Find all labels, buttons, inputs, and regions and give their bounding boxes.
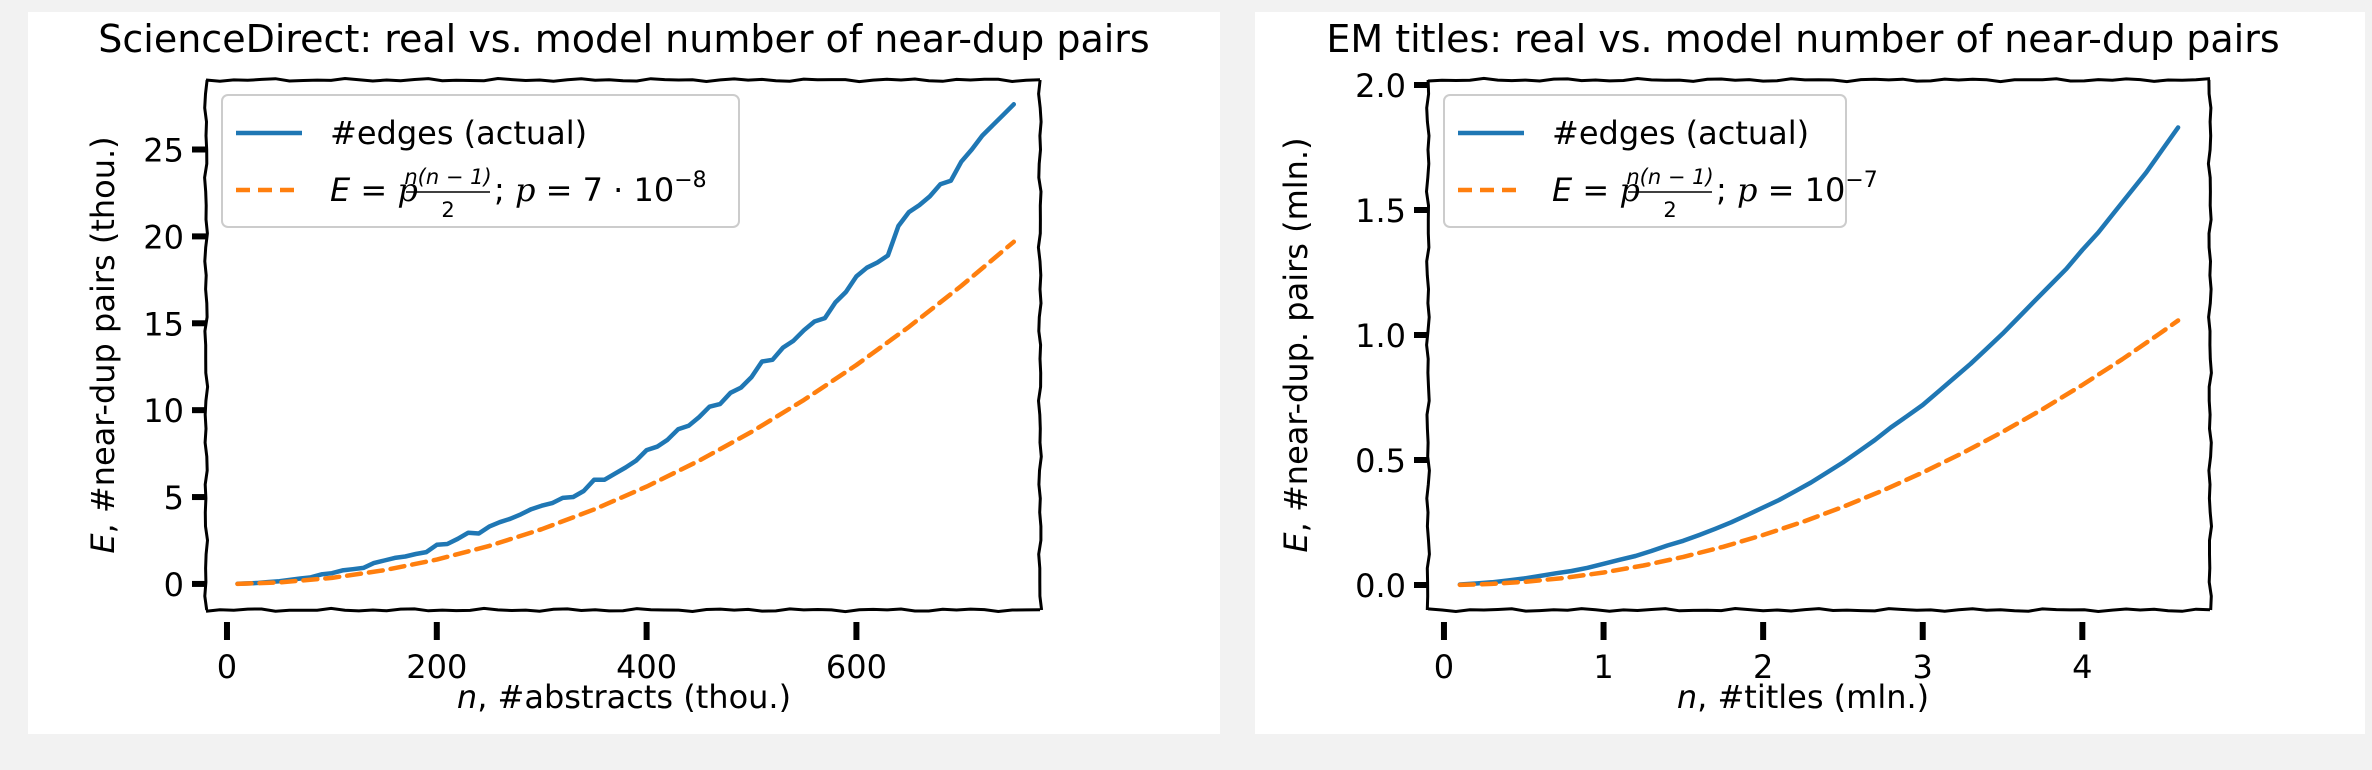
- x-tick-label: 1: [1593, 648, 1613, 686]
- series-line-actual: [235, 102, 1017, 587]
- legend-formula-value: = 7 · 10: [535, 171, 674, 209]
- y-tick-label: 10: [143, 392, 184, 430]
- x-axis-label: n, #titles (mln.): [1677, 678, 1929, 716]
- x-axis-label: n, #abstracts (thou.): [457, 678, 791, 716]
- x-tick-label: 0: [217, 648, 237, 686]
- legend-formula-exponent: −8: [674, 168, 706, 193]
- y-axis-label: E, #near-dup. pairs (mln.): [1277, 137, 1315, 552]
- x-tick-label: 400: [616, 648, 677, 686]
- legend-formula-exponent: −7: [1845, 168, 1877, 193]
- axis-frame-edge: [205, 76, 1041, 84]
- x-tick-label: 200: [406, 648, 467, 686]
- legend-formula-eq: =: [1572, 171, 1619, 209]
- y-tick-label: 15: [143, 305, 184, 343]
- legend-formula-lhs: E = p: [330, 171, 418, 209]
- chart-title: ScienceDirect: real vs. model number of …: [98, 17, 1149, 61]
- chart-panel-sciencedirect: ScienceDirect: real vs. model number of …: [28, 12, 1220, 734]
- legend-label-actual: #edges (actual): [330, 114, 587, 152]
- y-tick-label: 2.0: [1355, 67, 1406, 105]
- y-tick-label: 5: [164, 479, 184, 517]
- legend-box: [1443, 94, 1847, 228]
- legend-box: [221, 94, 740, 228]
- y-tick-label: 0.0: [1355, 567, 1406, 605]
- axis-frame-edge: [2206, 79, 2214, 611]
- legend-formula-p: p: [1619, 171, 1639, 209]
- legend-formula-p2: p: [1737, 171, 1757, 209]
- legend-formula-p: p: [397, 171, 417, 209]
- legend-formula-lhs: E = p: [1552, 171, 1640, 209]
- y-tick-label: 25: [143, 132, 184, 170]
- chart-sciencedirect: ScienceDirect: real vs. model number of …: [84, 17, 1150, 716]
- x-axis-label-var: n: [1677, 678, 1697, 716]
- axis-frame-edge: [205, 606, 1041, 614]
- axis-frame-edge: [1427, 606, 2211, 614]
- y-axis-label-var: E: [84, 533, 122, 554]
- y-tick-label: 20: [143, 218, 184, 256]
- legend-formula-eq: =: [350, 171, 397, 209]
- x-tick-label: 600: [826, 648, 887, 686]
- y-axis-label: E, #near-dup pairs (thou.): [84, 136, 122, 553]
- legend-formula-rhs: ; p = 7 · 10−8: [494, 168, 707, 209]
- chart-title: EM titles: real vs. model number of near…: [1326, 17, 2279, 61]
- legend-formula-e: E: [330, 171, 351, 209]
- y-tick-label: 0.5: [1355, 442, 1406, 480]
- chart-em-titles: EM titles: real vs. model number of near…: [1277, 17, 2280, 716]
- legend-formula-numerator: n(n − 1): [404, 165, 491, 189]
- legend-formula-denominator: 2: [441, 198, 454, 222]
- axis-frame-edge: [203, 79, 210, 611]
- axis-frame-edge: [1424, 79, 1431, 611]
- series-line-model: [235, 239, 1017, 587]
- y-tick-label: 1.0: [1355, 317, 1406, 355]
- legend-formula-p2: p: [515, 171, 535, 209]
- legend-formula-e: E: [1552, 171, 1573, 209]
- x-tick-label: 2: [1753, 648, 1773, 686]
- legend-label-actual: #edges (actual): [1552, 114, 1809, 152]
- legend-formula-sep: ;: [494, 171, 515, 209]
- legend-formula-rhs: ; p = 10−7: [1716, 168, 1878, 209]
- legend-formula-sep: ;: [1716, 171, 1737, 209]
- x-axis-label-text: , #titles (mln.): [1697, 678, 1929, 716]
- axis-frame-edge: [1036, 79, 1044, 611]
- series-line-actual: [1457, 125, 2181, 587]
- y-tick-label: 0: [164, 566, 184, 604]
- y-axis-label-var: E: [1277, 532, 1315, 553]
- y-axis-label-text: , #near-dup. pairs (mln.): [1277, 137, 1315, 532]
- chart-panel-em-titles: EM titles: real vs. model number of near…: [1255, 12, 2365, 734]
- y-tick-label: 1.5: [1355, 192, 1406, 230]
- x-axis-label-var: n: [457, 678, 477, 716]
- x-axis-label-text: , #abstracts (thou.): [477, 678, 791, 716]
- legend-formula-denominator: 2: [1663, 198, 1676, 222]
- legend-formula-numerator: n(n − 1): [1626, 165, 1713, 189]
- legend-formula-value: = 10: [1757, 171, 1845, 209]
- x-tick-label: 4: [2072, 648, 2092, 686]
- x-tick-label: 0: [1434, 648, 1454, 686]
- y-axis-label-text: , #near-dup pairs (thou.): [84, 136, 122, 533]
- series-line-model: [1457, 318, 2181, 588]
- axis-frame-edge: [1427, 76, 2211, 84]
- x-tick-label: 3: [1913, 648, 1933, 686]
